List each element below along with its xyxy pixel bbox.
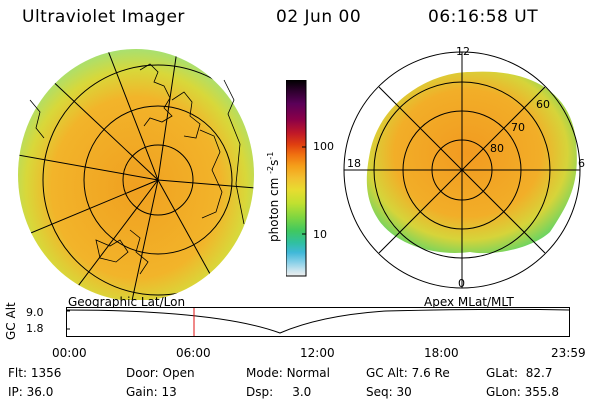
info-ip: IP: 36.0 — [8, 385, 54, 399]
info-glat: GLat: 82.7 — [486, 366, 553, 380]
info-dsp: Dsp: 3.0 — [246, 385, 312, 399]
info-gain: Gain: 13 — [126, 385, 177, 399]
timeline-xtick-0000: 00:00 — [52, 346, 87, 360]
info-flt: Flt: 1356 — [8, 366, 62, 380]
apex-label: Apex MLat/MLT — [424, 295, 514, 309]
info-seq: Seq: 30 — [366, 385, 412, 399]
timeline-xtick-2359: 23:59 — [551, 346, 586, 360]
timeline-plot — [66, 307, 570, 337]
mlt-label-18: 18 — [347, 157, 361, 170]
instrument-title: Ultraviolet Imager — [22, 7, 185, 27]
date-label: 02 Jun 00 — [276, 7, 362, 27]
colorbar — [286, 80, 307, 277]
info-glon: GLon: 355.8 — [486, 385, 559, 399]
geographic-aurora-disk — [18, 49, 254, 300]
timeline-ytick-9: 9.0 — [26, 306, 44, 319]
mlat-label-60: 60 — [536, 98, 550, 111]
mlt-label-6: 6 — [578, 157, 585, 170]
mlt-label-0: 0 — [458, 277, 465, 290]
timeline-ytick-1.8: 1.8 — [26, 322, 44, 335]
apex-grid — [343, 51, 581, 289]
timeline-xtick-0600: 06:00 — [176, 346, 211, 360]
mlat-label-80: 80 — [490, 142, 504, 155]
geographic-image — [18, 49, 254, 300]
timeline-axis-label: GC Alt — [4, 302, 18, 340]
timeline-xtick-1200: 12:00 — [300, 346, 335, 360]
colorbar-tick-100: 100 — [313, 140, 334, 153]
info-gcalt: GC Alt: 7.6 Re — [366, 366, 450, 380]
mlat-label-70: 70 — [511, 121, 525, 134]
time-label: 06:16:58 UT — [428, 7, 539, 27]
colorbar-tick-10: 10 — [313, 228, 327, 241]
colorbar-unit-label: photon cm -2s-1 — [266, 151, 281, 242]
gc-alt-curve — [66, 308, 570, 334]
geographic-label: Geographic Lat/Lon — [68, 295, 186, 309]
info-mode: Mode: Normal — [246, 366, 330, 380]
timeline-xtick-1800: 18:00 — [424, 346, 459, 360]
coastlines — [29, 63, 245, 275]
apex-polar-plot — [343, 51, 581, 289]
apex-aurora-oval — [366, 71, 577, 254]
mlt-label-12: 12 — [456, 45, 470, 58]
info-door: Door: Open — [126, 366, 195, 380]
